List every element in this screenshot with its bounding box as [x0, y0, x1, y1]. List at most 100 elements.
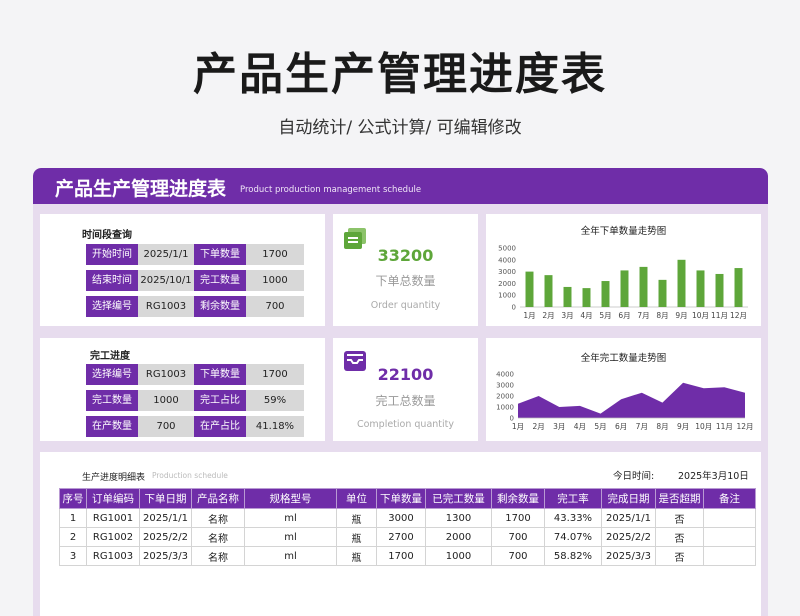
x-tick-label: 12月	[736, 422, 753, 431]
bar-2月	[544, 275, 553, 307]
detail-column-header: 下单数量	[376, 488, 426, 509]
table-cell[interactable]: 74.07%	[544, 527, 602, 547]
order-chart-panel: 全年下单数量走势图 5000 4000 3000 2000 1000 0 1月 2月 3月 4月 5…	[486, 214, 761, 326]
x-tick-label: 9月	[677, 422, 689, 431]
bar-6月	[620, 270, 629, 307]
table-cell[interactable]: ml	[244, 546, 337, 566]
table-cell[interactable]: 3000	[376, 508, 426, 528]
table-cell[interactable]: 1	[59, 508, 87, 528]
table-cell[interactable]: 名称	[191, 527, 245, 547]
sheet-header: 产品生产管理进度表 Product production management …	[33, 168, 768, 204]
query-field-label: 选择编号	[86, 296, 138, 317]
progress-field-value[interactable]: 700	[138, 416, 194, 437]
progress-field-value[interactable]: 59%	[246, 390, 304, 411]
progress-field-value[interactable]: 1000	[138, 390, 194, 411]
table-cell[interactable]: 2025/2/2	[601, 527, 656, 547]
table-cell[interactable]: 1300	[425, 508, 492, 528]
table-cell[interactable]: 瓶	[336, 527, 377, 547]
query-field-value[interactable]: 1000	[246, 270, 304, 291]
today-value: 2025年3月10日	[678, 471, 749, 482]
page-subtitle: 自动统计/ 公式计算/ 可编辑修改	[278, 118, 522, 138]
complete-stat-card: 22100 完工总数量 Completion quantity	[333, 338, 478, 441]
x-tick-label: 4月	[580, 311, 592, 320]
x-tick-label: 5月	[599, 311, 611, 320]
progress-row: 在产数量 700 在产占比 41.18%	[86, 416, 304, 437]
detail-column-header: 完成日期	[601, 488, 656, 509]
table-cell[interactable]: 否	[655, 508, 704, 528]
table-cell[interactable]: 瓶	[336, 508, 377, 528]
bar-10月	[696, 270, 705, 307]
table-cell[interactable]	[703, 527, 756, 547]
table-cell[interactable]: RG1002	[86, 527, 140, 547]
query-field-value[interactable]: 2025/1/1	[138, 244, 194, 265]
table-cell[interactable]: 43.33%	[544, 508, 602, 528]
x-tick-label: 3月	[553, 422, 565, 431]
table-cell[interactable]: 1700	[491, 508, 545, 528]
table-cell[interactable]: 2025/3/3	[139, 546, 192, 566]
detail-panel: 生产进度明细表 Production schedule 今日时间: 2025年3…	[40, 452, 761, 616]
detail-column-header: 剩余数量	[491, 488, 545, 509]
query-field-value[interactable]: 1700	[246, 244, 304, 265]
complete-chart-panel: 全年完工数量走势图 4000 3000 2000 1000 0 1月 2月 3月 4月 5月 6月 7…	[486, 338, 761, 441]
query-field-value[interactable]: RG1003	[138, 296, 194, 317]
order-total-label: 下单总数量	[375, 274, 436, 288]
x-tick-label: 11月	[711, 311, 728, 320]
x-tick-label: 3月	[561, 311, 573, 320]
complete-total-label: 完工总数量	[375, 394, 436, 408]
table-cell[interactable]: ml	[244, 527, 337, 547]
query-row: 结束时间 2025/10/1 完工数量 1000	[86, 270, 304, 291]
table-cell[interactable]: 2	[59, 527, 87, 547]
y-tick-label: 3000	[498, 268, 516, 276]
progress-field-label: 下单数量	[194, 364, 246, 385]
table-cell[interactable]: 2700	[376, 527, 426, 547]
progress-field-value[interactable]: RG1003	[138, 364, 194, 385]
progress-field-label: 选择编号	[86, 364, 138, 385]
detail-body: 1 RG1001 2025/1/1 名称 ml 瓶 3000 1300 1700 43.33% 20…	[59, 508, 756, 566]
area-series	[518, 382, 745, 418]
query-field-value[interactable]: 700	[246, 296, 304, 317]
table-cell[interactable]: 58.82%	[544, 546, 602, 566]
table-cell[interactable]: 3	[59, 546, 87, 566]
progress-field-label: 在产占比	[194, 416, 246, 437]
x-tick-label: 1月	[512, 422, 524, 431]
bar-12月	[734, 268, 743, 307]
table-cell[interactable]: 700	[491, 546, 545, 566]
detail-column-header: 单位	[336, 488, 377, 509]
table-cell[interactable]: 1000	[425, 546, 492, 566]
table-cell[interactable]: 2025/2/2	[139, 527, 192, 547]
table-cell[interactable]: 2025/3/3	[601, 546, 656, 566]
query-field-label: 下单数量	[194, 244, 246, 265]
x-tick-label: 7月	[637, 311, 649, 320]
progress-field-label: 完工占比	[194, 390, 246, 411]
table-cell[interactable]: 名称	[191, 508, 245, 528]
table-cell[interactable]: 否	[655, 546, 704, 566]
progress-row: 选择编号 RG1003 下单数量 1700	[86, 364, 304, 385]
inbox-tray-icon	[343, 350, 367, 376]
table-cell[interactable]: RG1001	[86, 508, 140, 528]
progress-field-value[interactable]: 41.18%	[246, 416, 304, 437]
table-cell[interactable]: 瓶	[336, 546, 377, 566]
table-cell[interactable]: ml	[244, 508, 337, 528]
table-cell[interactable]: 名称	[191, 546, 245, 566]
table-cell[interactable]: 1700	[376, 546, 426, 566]
bar-3月	[563, 286, 572, 307]
detail-column-header: 产品名称	[191, 488, 245, 509]
complete-total-value: 22100	[377, 365, 434, 384]
table-cell[interactable]: 700	[491, 527, 545, 547]
table-cell[interactable]: 2025/1/1	[601, 508, 656, 528]
table-cell[interactable]: 2000	[425, 527, 492, 547]
query-field-label: 剩余数量	[194, 296, 246, 317]
table-row: 3 RG1003 2025/3/3 名称 ml 瓶 1700 1000 700 58.82% 202…	[59, 546, 756, 566]
progress-field-value[interactable]: 1700	[246, 364, 304, 385]
x-tick-label: 10月	[695, 422, 712, 431]
table-cell[interactable]: 否	[655, 527, 704, 547]
table-cell[interactable]: RG1003	[86, 546, 140, 566]
detail-column-header: 是否超期	[655, 488, 704, 509]
x-tick-label: 2月	[532, 422, 544, 431]
table-cell[interactable]: 2025/1/1	[139, 508, 192, 528]
x-tick-label: 6月	[618, 311, 630, 320]
y-tick-label: 4000	[496, 371, 514, 379]
table-cell[interactable]	[703, 546, 756, 566]
query-field-value[interactable]: 2025/10/1	[138, 270, 194, 291]
table-cell[interactable]	[703, 508, 756, 528]
